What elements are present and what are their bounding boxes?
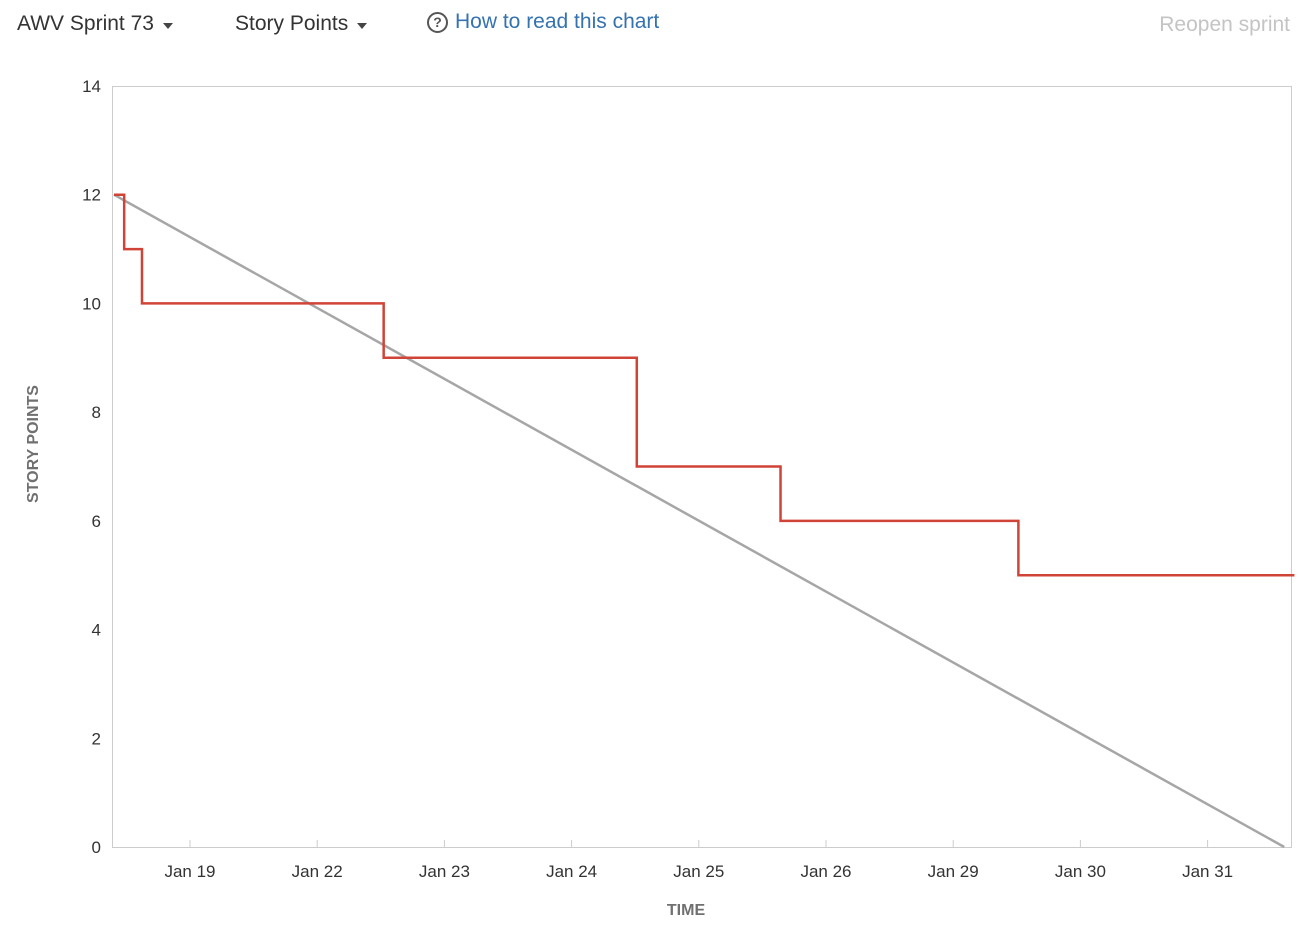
sprint-selector[interactable]: AWV Sprint 73 <box>17 12 173 36</box>
x-axis-ticks: Jan 19 Jan 22 Jan 23 Jan 24 Jan 25 Jan 26 Jan … <box>164 840 1233 881</box>
x-tick-label: Jan 31 <box>1182 862 1233 881</box>
x-tick-label: Jan 30 <box>1055 862 1106 881</box>
y-axis-title: STORY POINTS <box>25 385 42 503</box>
sprint-selector-label: AWV Sprint 73 <box>17 12 154 35</box>
x-tick-label: Jan 22 <box>292 862 343 881</box>
estimation-selector-label: Story Points <box>235 12 349 35</box>
x-tick-label: Jan 25 <box>673 862 724 881</box>
y-tick-label: 0 <box>92 838 101 857</box>
x-axis-title: TIME <box>667 902 706 919</box>
y-tick-label: 10 <box>82 294 101 313</box>
how-to-read-chart-label: How to read this chart <box>455 10 660 33</box>
chart-toolbar: AWV Sprint 73 Story Points ? How to read… <box>0 0 1308 56</box>
y-tick-label: 14 <box>82 77 101 96</box>
question-circle-icon: ? <box>427 11 448 33</box>
y-axis-ticks: 0 2 4 6 8 10 12 14 <box>82 77 101 857</box>
x-tick-label: Jan 23 <box>419 862 470 881</box>
x-tick-label: Jan 24 <box>546 862 597 881</box>
y-tick-label: 8 <box>92 403 101 422</box>
how-to-read-chart-link[interactable]: ? How to read this chart <box>427 10 659 34</box>
chevron-down-icon <box>357 22 368 29</box>
x-tick-label: Jan 26 <box>800 862 851 881</box>
y-tick-label: 2 <box>92 729 101 748</box>
y-tick-label: 12 <box>82 186 101 205</box>
x-tick-label: Jan 19 <box>164 862 215 881</box>
chevron-down-icon <box>162 22 173 29</box>
series-layer <box>113 193 1295 849</box>
estimation-selector[interactable]: Story Points <box>235 12 368 36</box>
y-tick-label: 4 <box>92 621 101 640</box>
x-tick-label: Jan 29 <box>928 862 979 881</box>
reopen-sprint-button[interactable]: Reopen sprint <box>1159 13 1290 36</box>
guideline-series <box>113 193 1285 849</box>
y-tick-label: 6 <box>92 512 101 531</box>
remaining-values-series <box>114 193 1295 577</box>
plot-area <box>112 86 1292 848</box>
